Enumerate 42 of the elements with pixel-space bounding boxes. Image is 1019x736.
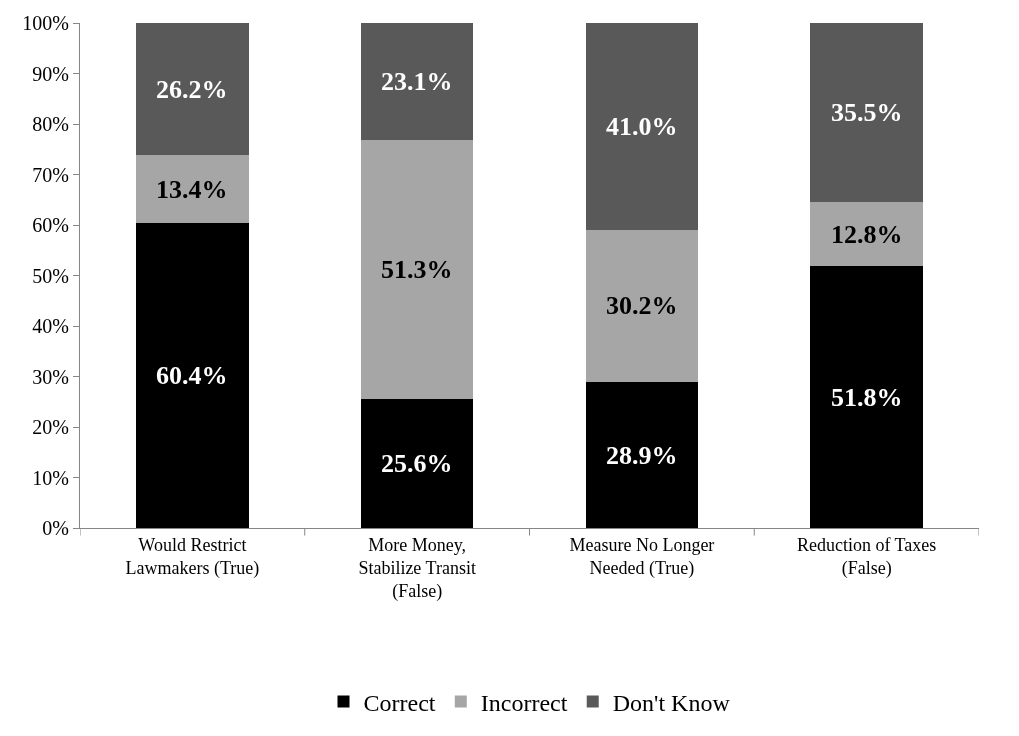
bar xyxy=(136,23,249,156)
bar xyxy=(585,382,699,528)
bar xyxy=(585,229,699,383)
data-label: 23.1% xyxy=(381,67,453,96)
bar xyxy=(360,139,474,399)
legend-label: Incorrect xyxy=(480,689,568,716)
data-label: 60.4% xyxy=(156,361,228,390)
data-label: 25.6% xyxy=(381,449,453,478)
y-tick-label: 10% xyxy=(32,466,69,489)
y-tick-label: 20% xyxy=(32,416,69,438)
y-tick-label: 80% xyxy=(32,113,69,135)
bar xyxy=(810,201,923,267)
data-label: 51.8% xyxy=(831,383,903,412)
x-tick-label: More Money, Stabilize Transit (False) xyxy=(358,534,476,603)
bar xyxy=(136,222,249,528)
data-label: 41.0% xyxy=(606,112,678,141)
y-tick-label: 50% xyxy=(32,264,69,287)
data-label: 12.8% xyxy=(831,220,903,249)
y-tick-label: 30% xyxy=(32,365,69,388)
x-tick-label: Would Restrict Lawmakers (True) xyxy=(125,534,260,579)
data-label: 26.2% xyxy=(156,75,228,104)
bar xyxy=(585,23,699,230)
legend-label: Don't Know xyxy=(612,689,731,716)
legend-label: Correct xyxy=(363,689,436,716)
data-label: 28.9% xyxy=(606,441,678,470)
y-tick-label: 60% xyxy=(32,214,69,236)
y-tick-label: 0% xyxy=(42,517,69,539)
y-tick-label: 100% xyxy=(22,12,69,34)
bar xyxy=(136,155,249,223)
y-tick-label: 70% xyxy=(32,163,69,186)
y-tick-label: 90% xyxy=(32,62,69,85)
data-label: 30.2% xyxy=(606,291,678,320)
y-tick-label: 40% xyxy=(32,315,69,337)
bar xyxy=(360,23,474,140)
x-tick-label: Reduction of Taxes (False) xyxy=(796,534,937,579)
data-label: 13.4% xyxy=(156,175,228,204)
bar xyxy=(360,398,474,528)
bar xyxy=(810,23,923,202)
data-label: 35.5% xyxy=(831,98,903,127)
data-label: 51.3% xyxy=(381,255,453,284)
bar xyxy=(810,266,923,528)
x-tick-label: Measure No Longer Needed (True) xyxy=(569,534,715,579)
